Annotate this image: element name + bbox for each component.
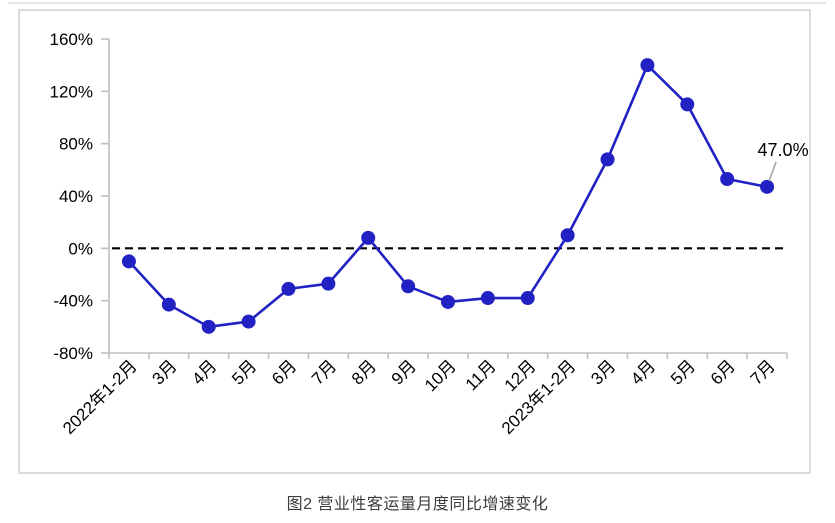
line-chart: 160%120%80%40%0%-40%-80%2022年1-2月 3月 4月 5月 6… bbox=[50, 30, 809, 438]
x-axis-tick-label: 8月 bbox=[348, 356, 380, 388]
annotation-leader-line bbox=[768, 161, 777, 182]
data-point bbox=[760, 179, 775, 194]
x-axis-tick-label: 4月 bbox=[188, 356, 220, 388]
x-axis-tick-label: 3月 bbox=[587, 356, 619, 388]
x-axis-tick-label: 3月 bbox=[149, 356, 181, 388]
x-axis-tick-label: 7月 bbox=[747, 356, 779, 388]
x-axis-tick-label: 6月 bbox=[268, 356, 300, 388]
data-point bbox=[321, 276, 336, 291]
data-point bbox=[401, 279, 416, 294]
data-point bbox=[600, 152, 615, 167]
y-axis-tick-label: 160% bbox=[50, 30, 93, 49]
data-point bbox=[441, 294, 455, 309]
chart-frame bbox=[18, 9, 811, 474]
data-point bbox=[480, 291, 495, 306]
x-axis-tick-label: 7月 bbox=[308, 356, 340, 388]
y-axis-tick-label: -80% bbox=[53, 344, 93, 363]
x-axis-tick-label: 5月 bbox=[667, 356, 699, 388]
x-axis-tick-label: 2023年1-2月 bbox=[498, 356, 580, 438]
y-axis-tick-label: -40% bbox=[53, 292, 93, 311]
y-axis-tick-label: 120% bbox=[50, 82, 93, 101]
x-axis-tick-label: 4月 bbox=[627, 356, 659, 388]
annotation-label: 47.0% bbox=[758, 140, 809, 160]
data-point bbox=[201, 319, 216, 334]
y-axis-tick-label: 40% bbox=[59, 187, 93, 206]
data-point bbox=[161, 297, 176, 312]
x-axis-tick-label: 9月 bbox=[388, 356, 420, 388]
data-point bbox=[361, 230, 376, 245]
data-point bbox=[560, 228, 575, 243]
y-axis-tick-label: 0% bbox=[68, 239, 93, 258]
data-point bbox=[281, 281, 296, 296]
x-axis-tick-label: 5月 bbox=[228, 356, 260, 388]
data-point bbox=[520, 291, 535, 306]
data-point bbox=[720, 171, 735, 186]
figure-caption: 图2 营业性客运量月度同比增速变化 bbox=[286, 496, 549, 513]
x-axis-tick-label: 2022年1-2月 bbox=[59, 356, 141, 438]
x-axis-tick-label: 10月 bbox=[421, 356, 460, 395]
data-point bbox=[241, 314, 256, 329]
top-divider bbox=[8, 2, 826, 4]
x-axis-tick-label: 6月 bbox=[707, 356, 739, 388]
x-axis-tick-label: 11月 bbox=[462, 356, 500, 394]
series-line bbox=[127, 63, 769, 329]
data-point bbox=[121, 254, 136, 269]
data-point bbox=[640, 58, 655, 73]
data-point bbox=[680, 97, 695, 112]
y-axis-tick-label: 80% bbox=[59, 135, 93, 154]
